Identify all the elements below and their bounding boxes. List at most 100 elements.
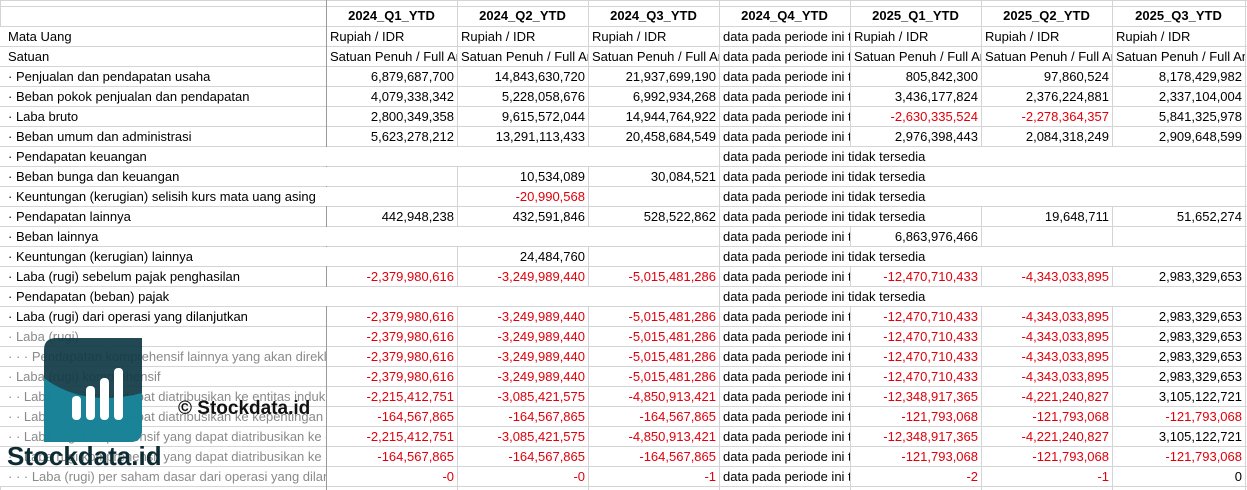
- grid-line: [0, 446, 1247, 447]
- cell: 24,484,760: [458, 247, 588, 266]
- cell: 9,615,572,044: [458, 107, 588, 126]
- cell: -5,015,481,286: [589, 307, 719, 326]
- logo: [44, 338, 142, 442]
- cell: Satuan Penuh / Full Amount: [458, 47, 588, 66]
- cell: Rupiah / IDR: [1113, 27, 1245, 46]
- cell: -4,343,033,895: [982, 267, 1112, 286]
- cell: -0: [327, 467, 457, 486]
- cell: -164,567,865: [458, 407, 588, 426]
- cell: -2,379,980,616: [327, 327, 457, 346]
- grid-line: [0, 286, 1247, 287]
- cell: -164,567,865: [589, 447, 719, 466]
- cell: -12,470,710,433: [851, 267, 981, 286]
- cell: 5,841,325,978: [1113, 107, 1245, 126]
- cell: -0: [458, 467, 588, 486]
- cell: data pada periode ini tidak tersedia: [720, 307, 850, 326]
- grid-line: [0, 386, 1247, 387]
- cell: -2,379,980,616: [327, 347, 457, 366]
- cell: -3,085,421,575: [458, 387, 588, 406]
- row-label: · Beban bunga dan keuangan: [0, 167, 457, 186]
- cell: 5,623,278,212: [327, 127, 457, 146]
- cell: 8,178,429,982: [1113, 67, 1245, 86]
- grid-line: [1112, 0, 1113, 490]
- cell: 14,944,764,922: [589, 107, 719, 126]
- cell: 30,084,521: [589, 167, 719, 186]
- cell: -3,249,989,440: [458, 307, 588, 326]
- cell: -4,343,033,895: [982, 307, 1112, 326]
- watermark-caption: © Stockdata.id: [178, 398, 311, 419]
- row-label: · · Laba rugi komprehensif yang dapat di…: [0, 447, 326, 466]
- grid-line: [0, 146, 1247, 147]
- grid-line: [0, 426, 1247, 427]
- cell: -1: [589, 467, 719, 486]
- grid-line: [981, 0, 982, 490]
- row-label: Satuan: [0, 47, 326, 66]
- cell: data pada periode ini tidak tersedia: [720, 107, 850, 126]
- cell: -12,470,710,433: [851, 307, 981, 326]
- cell: 0: [1113, 467, 1245, 486]
- cell: data pada periode ini tidak tersedia: [720, 447, 850, 466]
- cell: data pada periode ini tidak tersedia: [720, 87, 850, 106]
- cell: data pada periode ini tidak tersedia: [720, 407, 850, 426]
- row-label: · Keuntungan (kerugian) lainnya: [0, 247, 457, 266]
- cell: 6,863,976,466: [851, 227, 981, 246]
- cell: 21,937,699,190: [589, 67, 719, 86]
- cell: 6,879,687,700: [327, 67, 457, 86]
- cell: Satuan Penuh / Full Amount: [1113, 47, 1245, 66]
- cell: 2,983,329,653: [1113, 267, 1245, 286]
- cell: 2,800,349,358: [327, 107, 457, 126]
- grid-line: [0, 0, 1247, 1]
- cell: 2,983,329,653: [1113, 307, 1245, 326]
- cell: Satuan Penuh / Full Amount: [589, 47, 719, 66]
- row-label: · Pendapatan keuangan: [0, 147, 719, 166]
- cell: data pada periode ini tidak tersedia: [720, 187, 1245, 206]
- cell: 19,648,711: [982, 207, 1112, 226]
- grid-line: [0, 46, 1247, 47]
- cell: data pada periode ini tidak tersedia: [720, 267, 850, 286]
- cell: Satuan Penuh / Full Amount: [851, 47, 981, 66]
- cell: -4,343,033,895: [982, 367, 1112, 386]
- cell: data pada periode ini tidak tersedia: [720, 367, 850, 386]
- grid-line: [0, 346, 1247, 347]
- cell: -2,379,980,616: [327, 367, 457, 386]
- cell: -2,379,980,616: [327, 307, 457, 326]
- cell: -5,015,481,286: [589, 347, 719, 366]
- grid-line: [1245, 0, 1246, 490]
- cell: data pada periode ini tidak tersedia: [720, 287, 1245, 306]
- cell: 805,842,300: [851, 67, 981, 86]
- cell: 51,652,274: [1113, 207, 1245, 226]
- grid-line: [0, 186, 1247, 187]
- cell: 97,860,524: [982, 67, 1112, 86]
- cell: data pada periode ini tidak tersedia: [720, 427, 850, 446]
- row-label: · Laba (rugi) dari operasi yang dilanjut…: [0, 307, 326, 326]
- cell: -4,221,240,827: [982, 387, 1112, 406]
- cell: -121,793,068: [1113, 447, 1245, 466]
- cell: 6,992,934,268: [589, 87, 719, 106]
- cell: -12,348,917,365: [851, 387, 981, 406]
- cell: -4,850,913,421: [589, 387, 719, 406]
- row-label: · Pendapatan (beban) pajak: [0, 287, 719, 306]
- cell: -4,850,913,421: [589, 427, 719, 446]
- grid-line: [0, 66, 1247, 67]
- cell: data pada periode ini tidak tersedia: [720, 207, 981, 226]
- cell: Rupiah / IDR: [458, 27, 588, 46]
- cell: -164,567,865: [589, 407, 719, 426]
- cell: -121,793,068: [982, 407, 1112, 426]
- grid-line: [0, 306, 1247, 307]
- grid-line: [0, 26, 1247, 27]
- grid-line: [719, 0, 720, 490]
- cell: 3,436,177,824: [851, 87, 981, 106]
- cell: -2,215,412,751: [327, 387, 457, 406]
- cell: Satuan Penuh / Full Amount: [982, 47, 1112, 66]
- column-header: 2024_Q3_YTD: [610, 8, 697, 23]
- cell: -3,249,989,440: [458, 367, 588, 386]
- cell: -121,793,068: [1113, 407, 1245, 426]
- grid-line: [0, 466, 1247, 467]
- cell: data pada periode ini tidak tersedia: [720, 47, 850, 66]
- cell: -2,379,980,616: [327, 267, 457, 286]
- cell: -5,015,481,286: [589, 267, 719, 286]
- cell: -164,567,865: [458, 447, 588, 466]
- column-header: 2025_Q1_YTD: [872, 8, 959, 23]
- cell: 2,983,329,653: [1113, 327, 1245, 346]
